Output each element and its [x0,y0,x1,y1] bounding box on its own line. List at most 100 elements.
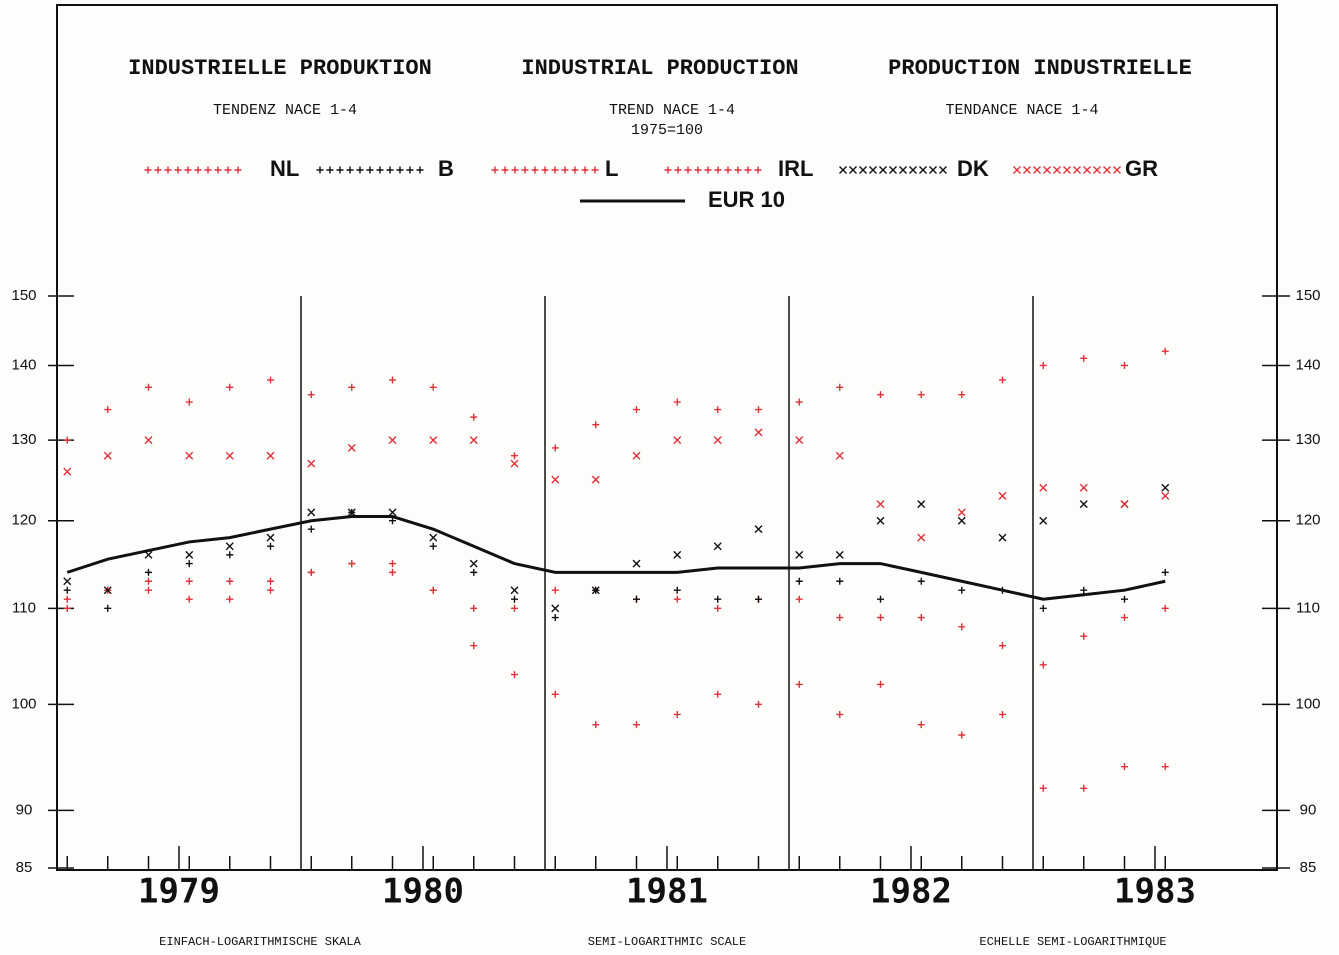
legend-swatch [541,166,549,174]
series-point [836,710,844,718]
series-point [470,604,478,612]
legend-swatch [491,166,499,174]
series-point [389,517,396,525]
series-point [835,451,844,460]
series-point [63,577,72,586]
series-point [469,436,478,445]
series-point [307,568,315,576]
legend-swatch [1093,166,1101,174]
legend-swatch [909,166,917,174]
series-point [673,398,681,406]
series-point [754,428,763,437]
y2-tick-label: 150 [1295,287,1320,304]
series-point [347,508,356,517]
series-point [632,451,641,460]
series-point [1161,483,1170,492]
series-point [917,721,925,729]
series-point [145,568,152,576]
y-tick-label: 140 [11,356,36,373]
legend-swatch [1083,166,1091,174]
series-point [714,406,722,414]
series-point [225,542,234,551]
x-tick-label: 1982 [870,872,952,912]
legend-label: NL [270,156,299,181]
series-point [389,568,396,576]
footer-fr: ECHELLE SEMI-LOGARITHMIQUE [979,935,1166,949]
series-point [511,452,518,460]
legend-swatch [1043,166,1051,174]
series-point [267,542,274,550]
legend-swatch [511,166,519,174]
series-point [429,436,438,445]
series-point [877,680,884,688]
y-tick-label: 120 [11,512,36,529]
legend-swatch [326,166,334,174]
series-point [917,391,925,399]
legend-swatch [406,166,414,174]
series-point [389,560,396,568]
series-point [714,595,722,603]
legend-swatch [734,166,742,174]
series-point [592,721,600,729]
legend-swatch [396,166,404,174]
series-point [551,475,560,484]
series-point [470,642,478,650]
x-tick-label: 1981 [626,872,708,912]
series-point [103,586,112,595]
series-point [63,604,71,612]
series-point [917,500,926,509]
series-point [1080,632,1088,640]
series-point [876,500,885,509]
series-point [145,577,152,585]
series-point [469,559,478,568]
y-tick-label: 85 [16,859,33,876]
legend-swatch [1073,166,1081,174]
series-point [877,614,884,622]
series-point [144,436,153,445]
legend-swatch [366,166,374,174]
series-point [999,642,1006,650]
series-point [673,550,682,559]
series-point [1080,586,1088,594]
series-point [673,595,681,603]
series-point [917,533,926,542]
legend-swatch [899,166,907,174]
legend-swatch [346,166,354,174]
series-point [551,586,559,594]
subtitle-en: TREND NACE 1-4 [609,102,735,119]
legend-label: DK [957,156,989,181]
legend-swatch [184,166,192,174]
series-point [348,383,356,391]
legend-swatch [531,166,539,174]
series-point [267,586,274,594]
series-point [673,436,682,445]
base-note: 1975=100 [631,122,703,139]
legend-swatch [939,166,947,174]
series-point [1121,763,1128,771]
series-point [876,516,885,525]
series-point [470,568,478,576]
legend-swatch [1063,166,1071,174]
series-point [429,383,437,391]
series-point [226,577,234,585]
series-point [958,731,966,739]
series-point [713,436,722,445]
series-point [835,550,844,559]
series-point [1161,604,1169,612]
series-point [633,406,640,414]
subtitle-fr: TENDANCE NACE 1-4 [945,102,1098,119]
legend-label: L [605,156,618,181]
series-point [755,406,762,414]
series-line [66,515,1166,601]
legend-swatch [591,166,599,174]
legend-swatch [929,166,937,174]
title-en: INDUSTRIAL PRODUCTION [521,56,798,81]
legend-label: GR [1125,156,1158,181]
series-point [145,586,152,594]
legend-swatch [1033,166,1041,174]
legend-swatch [919,166,927,174]
legend-label: IRL [778,156,813,181]
y-tick-label: 90 [16,801,33,818]
legend-swatch [581,166,589,174]
